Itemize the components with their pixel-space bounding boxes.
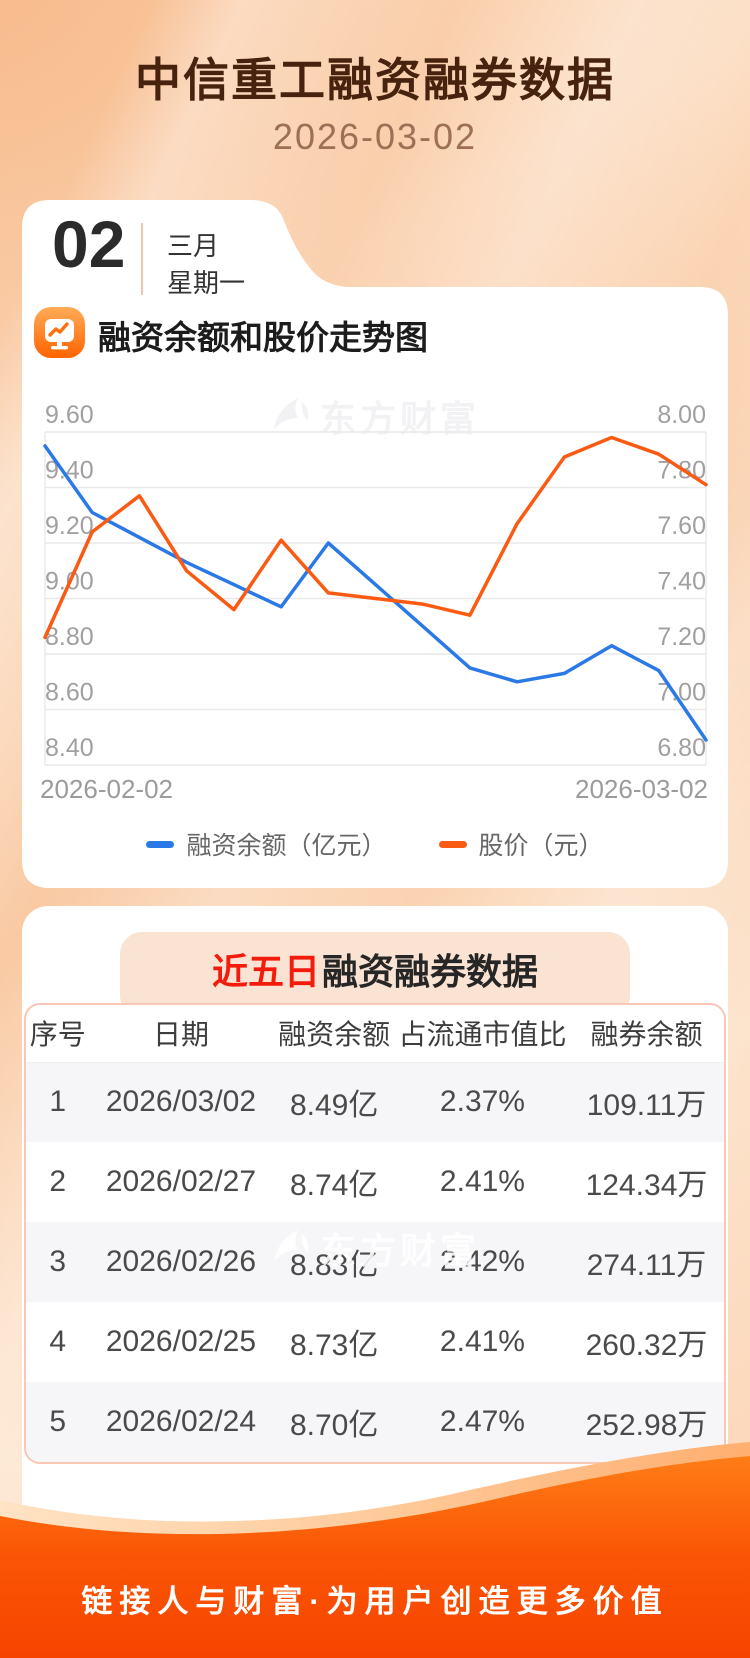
right-axis-tick-label: 8.00 xyxy=(657,401,706,429)
table-cell: 2026/02/24 xyxy=(105,1405,257,1438)
margin-data-table-card: 序号 日期 融资余额 占流通市值比 融券余额 1 2026/03/02 8.49亿 2… xyxy=(24,1003,726,1464)
table-row: 2 2026/02/27 8.74亿 2.41% 124.34万 xyxy=(26,1142,724,1222)
footer-wave xyxy=(0,1442,750,1658)
date-card-weekday: 星期一 xyxy=(167,268,246,298)
legend-item: 股价（元） xyxy=(438,826,604,862)
right-axis-tick-label: 7.60 xyxy=(657,512,706,540)
margin-balance-line xyxy=(43,444,708,742)
date-card-divider xyxy=(141,223,143,295)
left-axis-tick-label: 8.40 xyxy=(45,734,94,762)
table-title-rest: 融资融券数据 xyxy=(322,951,539,992)
table-row: 4 2026/02/25 8.73亿 2.41% 260.32万 xyxy=(26,1302,724,1382)
table-cell: 8.70亿 xyxy=(289,1409,379,1442)
content-card-background xyxy=(22,200,728,888)
table-header-row: 序号 日期 融资余额 占流通市值比 融券余额 xyxy=(26,1005,724,1063)
table-cell: 8.49亿 xyxy=(289,1089,379,1123)
left-axis-tick-label: 8.60 xyxy=(45,679,94,707)
table-cell: 2.41% xyxy=(439,1165,525,1198)
chart-section-header: 融资余额和股价走势图 xyxy=(33,306,428,364)
column-header-index: 序号 xyxy=(26,1005,90,1063)
page-title: 中信重工融资融券数据 xyxy=(135,54,615,106)
table-cell: 2.41% xyxy=(439,1325,525,1358)
footer-slogan: 链接人与财富·为用户创造更多价值 xyxy=(81,1584,669,1619)
chart-legend: 融资余额（亿元） 股价（元） xyxy=(0,826,750,862)
table-cell: 4 xyxy=(49,1325,67,1358)
table-cell: 8.73亿 xyxy=(289,1329,379,1362)
left-axis-tick-label: 8.80 xyxy=(45,623,94,651)
right-axis-tick-label: 7.20 xyxy=(657,623,706,651)
date-card-month: 三月 xyxy=(167,231,220,261)
table-cell: 2026/03/02 xyxy=(105,1085,257,1119)
table-cell: 2.37% xyxy=(439,1085,525,1119)
date-card-day: 02 xyxy=(52,207,126,281)
left-axis-tick-label: 9.60 xyxy=(45,401,94,429)
header-date: 2026-03-02 xyxy=(272,116,478,157)
table-cell: 5 xyxy=(49,1405,67,1438)
chart-section-title: 融资余额和股价走势图 xyxy=(98,319,428,356)
table-cell: 2.42% xyxy=(439,1245,525,1278)
left-axis-tick-label: 9.20 xyxy=(45,512,94,540)
table-cell: 2.47% xyxy=(439,1405,525,1438)
chart-board-icon xyxy=(33,306,86,364)
table-cell: 3 xyxy=(49,1245,67,1278)
legend-marker xyxy=(438,840,467,848)
legend-label: 股价（元） xyxy=(478,832,604,860)
table-cell: 8.83亿 xyxy=(289,1249,379,1282)
table-cell: 1 xyxy=(49,1085,67,1119)
stock-price-line xyxy=(43,435,708,640)
table-cell: 2026/02/25 xyxy=(105,1325,257,1358)
column-header-date: 日期 xyxy=(89,1005,273,1063)
table-title-highlight: 近五日 xyxy=(211,951,320,992)
x-axis-start-label: 2026-02-02 xyxy=(40,774,173,804)
table-cell: 109.11万 xyxy=(586,1089,707,1123)
trend-chart: 9.60 8.009.40 7.809.20 7.609.00 7.408.80 7.20… xyxy=(43,401,708,766)
table-row: 3 2026/02/26 8.83亿 2.42% 274.11万 xyxy=(26,1222,724,1302)
column-header-margin-balance: 融资余额 xyxy=(272,1005,396,1063)
legend-label: 融资余额（亿元） xyxy=(186,832,387,860)
table-cell: 2026/02/27 xyxy=(105,1165,257,1198)
x-axis-end-label: 2026-03-02 xyxy=(575,774,708,804)
table-cell: 260.32万 xyxy=(585,1329,708,1362)
legend-item: 融资余额（亿元） xyxy=(146,826,387,862)
column-header-float-cap-ratio: 占流通市值比 xyxy=(395,1005,570,1063)
legend-marker xyxy=(146,840,175,848)
table-cell: 8.74亿 xyxy=(289,1169,379,1202)
column-header-short-balance: 融券余额 xyxy=(569,1005,724,1063)
table-cell: 2026/02/26 xyxy=(105,1245,257,1278)
right-axis-tick-label: 7.40 xyxy=(657,568,706,596)
table-row: 1 2026/03/02 8.49亿 2.37% 109.11万 xyxy=(26,1062,724,1142)
margin-data-table: 序号 日期 融资余额 占流通市值比 融券余额 1 2026/03/02 8.49亿 2… xyxy=(26,1005,724,1462)
table-row: 5 2026/02/24 8.70亿 2.47% 252.98万 xyxy=(26,1382,724,1462)
table-cell: 274.11万 xyxy=(586,1249,707,1282)
table-cell: 252.98万 xyxy=(585,1409,708,1442)
table-cell: 124.34万 xyxy=(585,1169,708,1202)
table-cell: 2 xyxy=(49,1165,67,1198)
right-axis-tick-label: 6.80 xyxy=(657,734,706,762)
